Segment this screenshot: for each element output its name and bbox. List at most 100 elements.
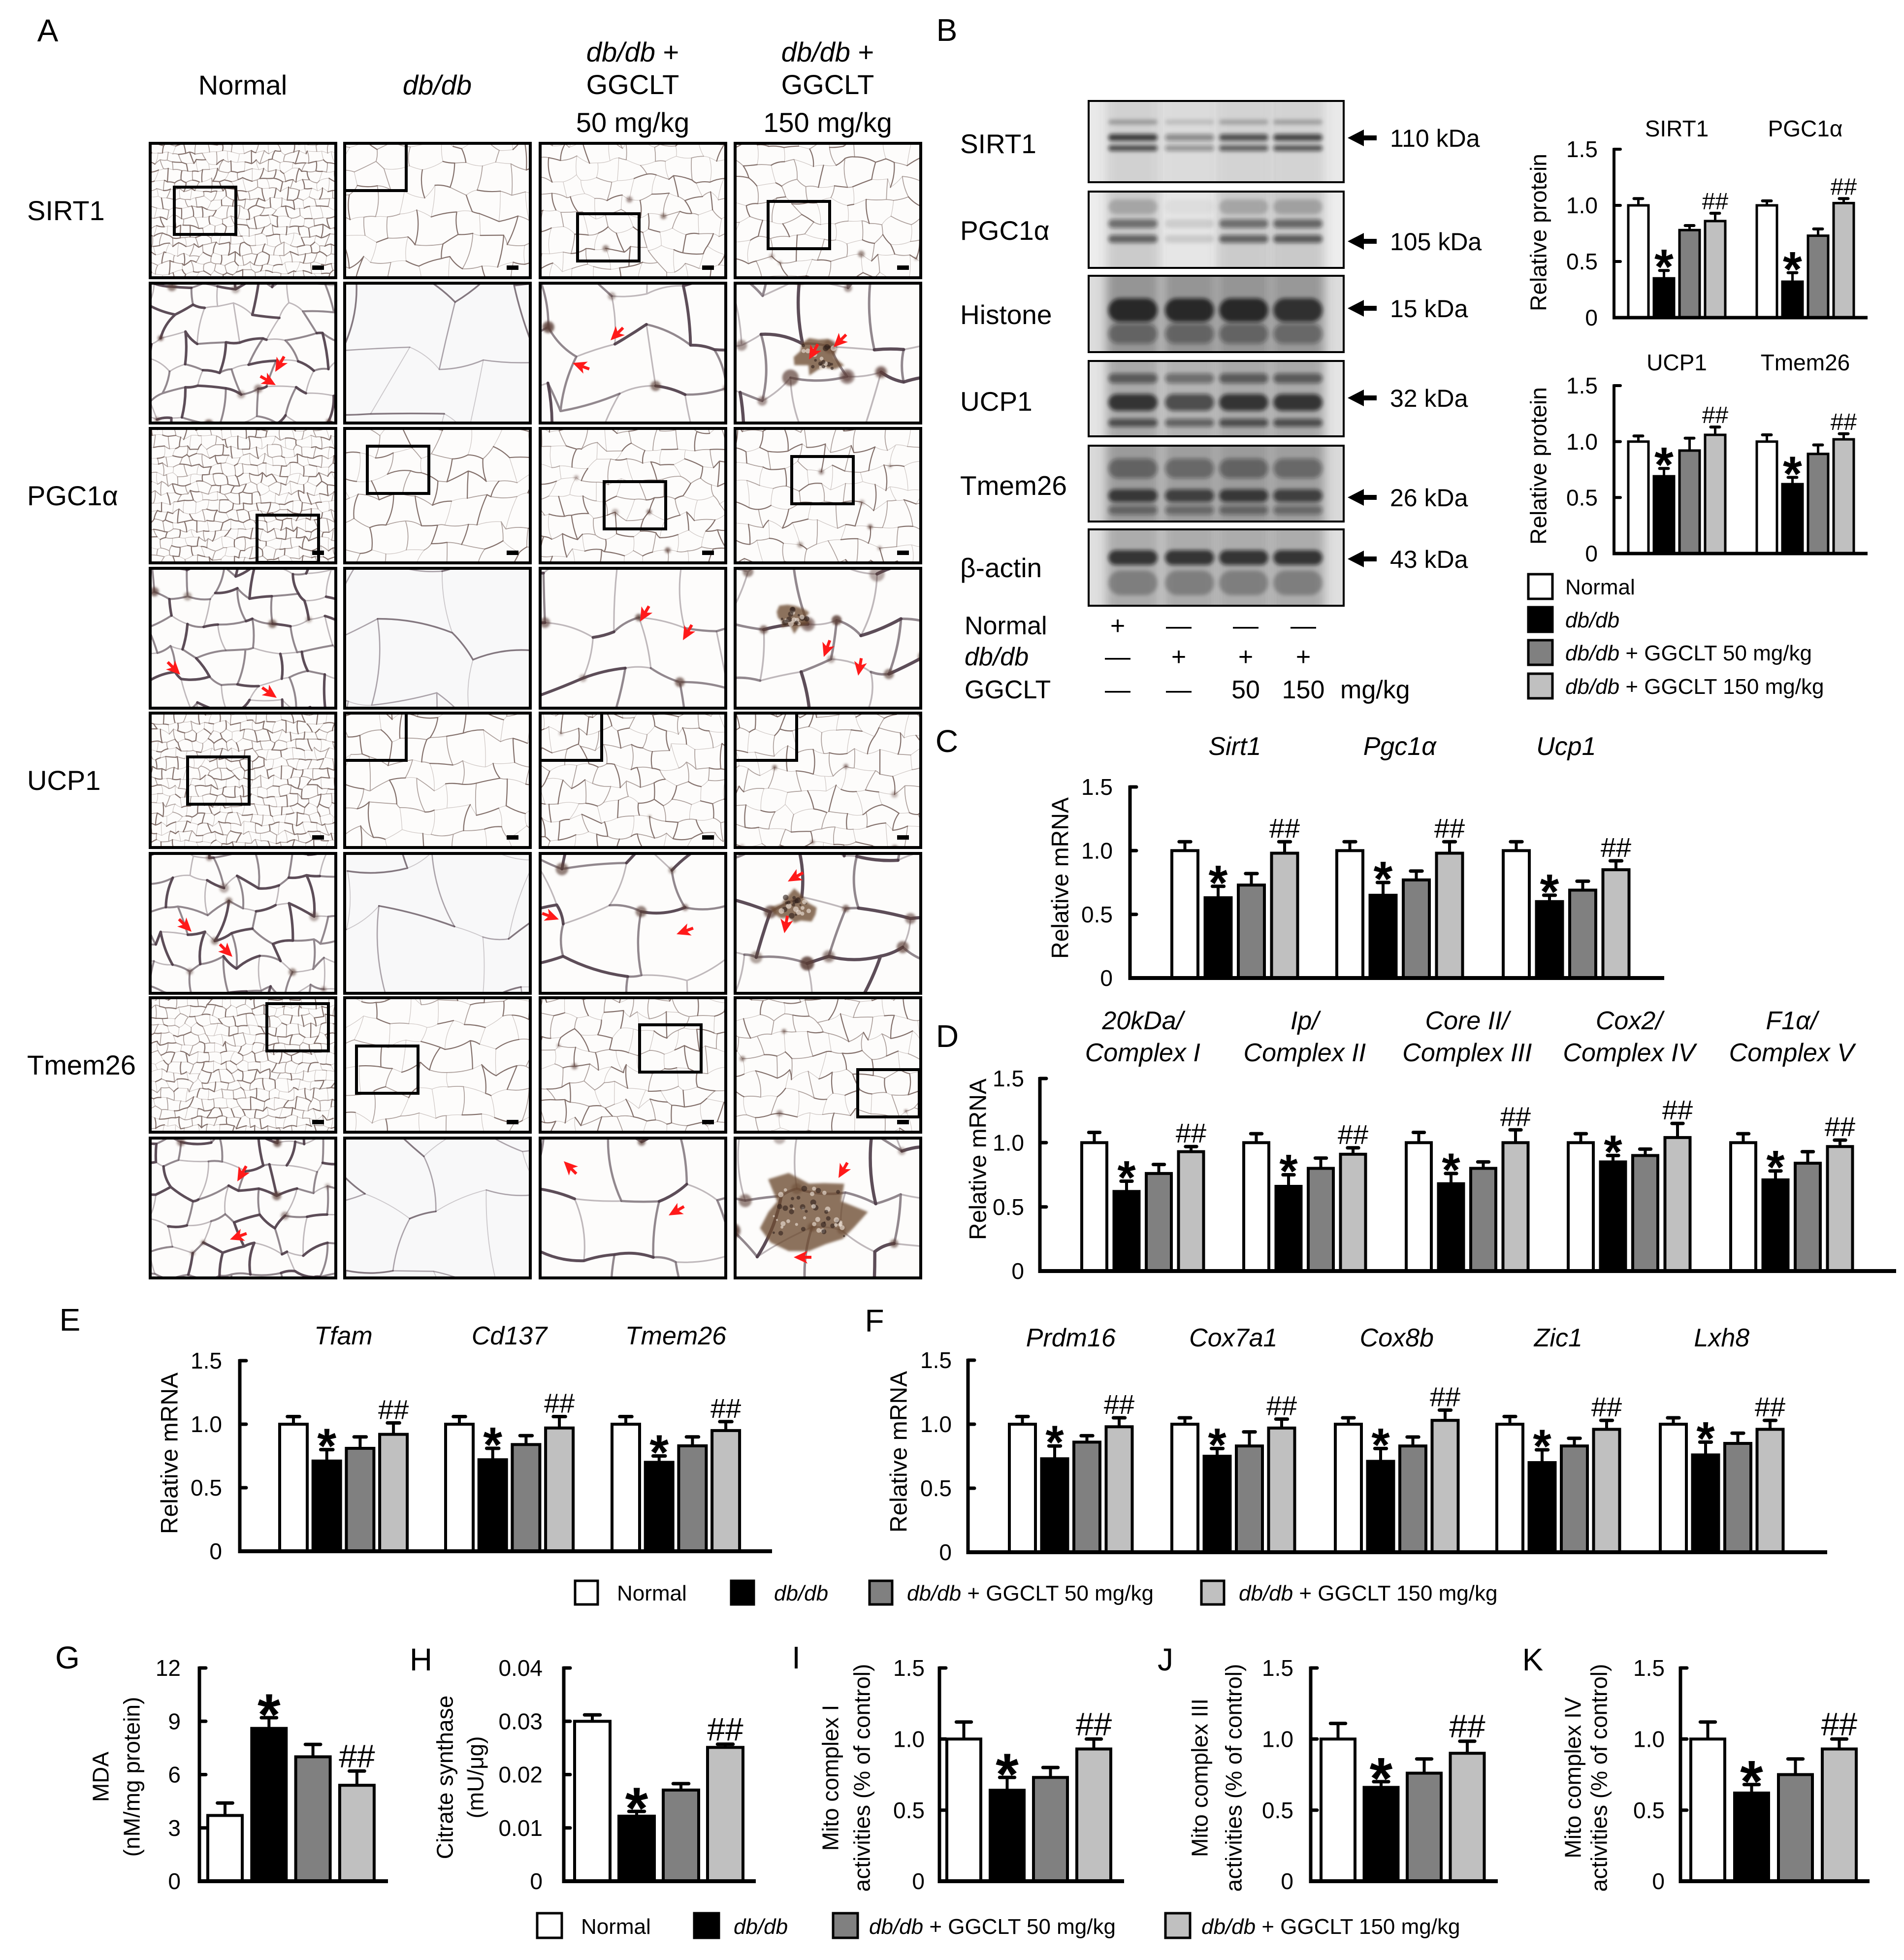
bar	[662, 1788, 700, 1883]
western-blot	[1088, 275, 1377, 353]
y-tick-label: 0.5	[1081, 902, 1113, 927]
stained-nucleus	[321, 986, 326, 992]
cell-membranes	[540, 1138, 688, 1263]
significance-marker: *	[1783, 242, 1802, 297]
bar-group: * ## Tfam	[278, 1322, 409, 1553]
bar	[1032, 1776, 1069, 1883]
bar	[706, 1746, 744, 1883]
protein-band	[1108, 550, 1158, 565]
stained-nucleus	[187, 968, 194, 975]
lane-smear	[1217, 101, 1270, 182]
micrograph-high-magnification	[343, 852, 532, 995]
y-tick-label: 1.0	[1633, 1726, 1665, 1752]
stained-nucleus	[681, 904, 689, 911]
y-axis-label: activities (% of control)	[849, 1664, 875, 1892]
stained-nucleus	[177, 1138, 185, 1146]
y-tick-label: 0.5	[1566, 485, 1598, 510]
category-label: Prdm16	[1026, 1324, 1116, 1352]
lane-smear	[1106, 101, 1160, 182]
bar	[1601, 868, 1631, 980]
inset-box	[767, 200, 831, 250]
stain-speckle	[801, 906, 805, 910]
stain-speckle	[801, 1185, 807, 1192]
cell-membranes	[150, 1138, 336, 1278]
micrograph-frame	[343, 1137, 532, 1279]
scale-bar	[312, 265, 324, 270]
significance-marker: ##	[1831, 174, 1857, 200]
legend-italic: db/db	[869, 1915, 923, 1939]
legend-italic: db/db	[1565, 675, 1619, 699]
cell-membranes	[150, 568, 336, 708]
lane-smear	[1217, 446, 1270, 522]
inset-box	[540, 713, 603, 762]
bar	[677, 1444, 708, 1553]
protein-band	[1108, 235, 1158, 243]
cell-membranes	[735, 998, 921, 1132]
legend-panels-g-k: Normal db/db db/db + GGCLT 50 mg/kg db/d…	[536, 1912, 1460, 1939]
legend-text: Normal	[617, 1581, 687, 1605]
y-tick-label: 1.5	[920, 1347, 952, 1373]
micrograph-frame	[149, 567, 337, 710]
stain-speckle	[810, 1191, 814, 1196]
micrograph-background	[540, 428, 726, 563]
legend-italic: db/db	[907, 1581, 961, 1605]
protein-band	[1219, 324, 1268, 344]
treatment-cell: —	[1166, 612, 1192, 640]
significance-marker: *	[1117, 1151, 1136, 1204]
treatment-cell: +	[1238, 643, 1253, 671]
significance-marker: *	[1279, 1145, 1298, 1198]
bar	[1631, 1154, 1659, 1273]
stained-nucleus	[273, 1139, 282, 1147]
bar	[1807, 453, 1830, 555]
micrograph-frame	[149, 1137, 337, 1279]
stained-nucleus	[571, 1063, 578, 1070]
bar	[1267, 1426, 1296, 1554]
treatment-cell: —	[1233, 612, 1259, 640]
protein-band	[1273, 570, 1323, 595]
stained-nucleus	[740, 1056, 745, 1062]
bar	[338, 1784, 376, 1883]
bar	[1567, 1141, 1595, 1273]
bar	[544, 1426, 575, 1553]
bar	[710, 1429, 742, 1553]
legend-italic: db/db	[1565, 608, 1619, 632]
bar-chart-panel-d: Relative mRNA * ## 20kDa/Complex I * ## Ip/Com…	[965, 1007, 1896, 1284]
treatment-table: Normal db/db GGCLT + — — — — + + + — — 5…	[965, 612, 1410, 704]
bar	[477, 1458, 508, 1553]
category-label: Cox2/	[1596, 1007, 1665, 1035]
micrograph-background	[150, 998, 336, 1132]
protein-band	[1108, 298, 1158, 322]
micrograph-high-magnification	[149, 852, 337, 995]
protein-band	[1219, 235, 1268, 243]
stain-speckle	[791, 1197, 794, 1201]
protein-band	[1108, 458, 1158, 479]
cell-membranes	[345, 713, 530, 848]
protein-band	[1108, 394, 1158, 411]
dose-unit: mg/kg	[1340, 676, 1410, 704]
protein-band	[1108, 505, 1158, 515]
cell-membranes	[543, 568, 726, 682]
scale-bar	[507, 835, 518, 840]
significance-marker: ##	[710, 1393, 741, 1424]
micrograph-low-magnification	[734, 427, 922, 564]
arrow-left-icon	[1348, 300, 1377, 317]
stained-nucleus	[211, 937, 219, 945]
cell-membranes	[150, 998, 336, 1132]
stained-nucleus	[201, 1240, 206, 1245]
y-tick-label: 0.01	[498, 1815, 543, 1841]
scale-bar	[312, 835, 324, 840]
significance-marker: *	[1696, 1412, 1715, 1465]
y-axis-label: Relative mRNA	[1047, 797, 1073, 959]
micrograph-high-magnification	[343, 567, 532, 710]
bar	[1270, 851, 1299, 980]
stain-speckle	[792, 903, 795, 907]
lane-smear	[1217, 529, 1270, 606]
western-blot	[1088, 100, 1377, 183]
micrograph-frame	[539, 996, 727, 1134]
bar	[1170, 849, 1199, 980]
y-axis-label: MDA	[88, 1752, 114, 1802]
bar	[1320, 1737, 1356, 1883]
micrograph-low-magnification	[734, 142, 922, 279]
bar	[1449, 1752, 1486, 1883]
